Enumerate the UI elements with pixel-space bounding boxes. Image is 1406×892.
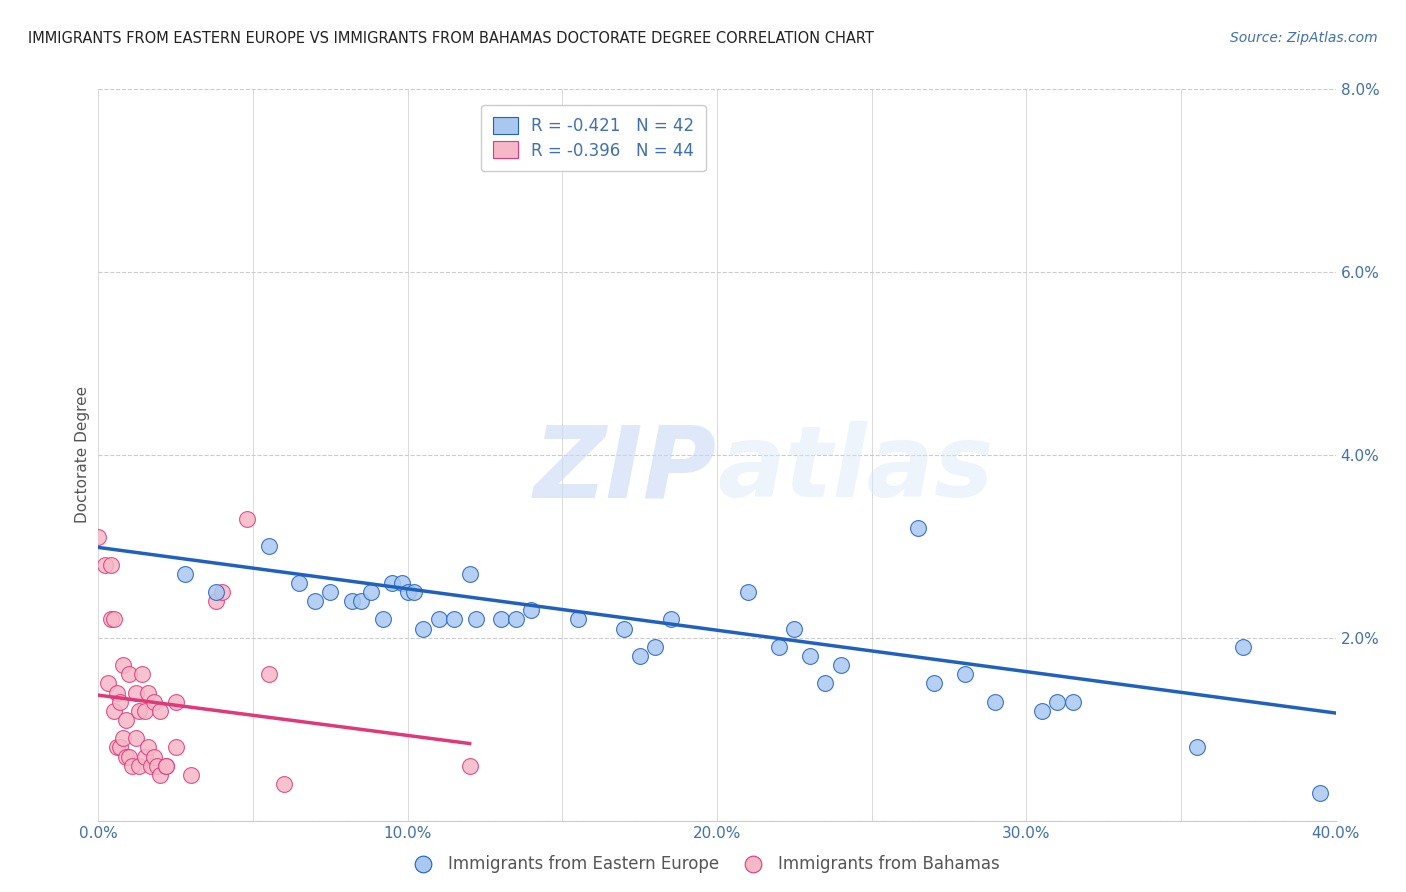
Point bbox=[128, 704, 150, 718]
Point bbox=[360, 585, 382, 599]
Point bbox=[97, 676, 120, 690]
Point bbox=[1185, 740, 1208, 755]
Point bbox=[520, 603, 543, 617]
Point bbox=[105, 685, 128, 699]
Point bbox=[105, 740, 128, 755]
Point bbox=[205, 594, 228, 608]
Point bbox=[319, 585, 342, 599]
Point bbox=[136, 740, 159, 755]
Point bbox=[1062, 695, 1084, 709]
Point bbox=[984, 695, 1007, 709]
Point bbox=[128, 758, 150, 772]
Text: ZIP: ZIP bbox=[534, 421, 717, 518]
Point bbox=[830, 658, 852, 673]
Point bbox=[1046, 695, 1069, 709]
Point bbox=[1309, 786, 1331, 800]
Point bbox=[205, 585, 228, 599]
Point bbox=[505, 613, 527, 627]
Point bbox=[340, 594, 363, 608]
Point bbox=[907, 521, 929, 535]
Point bbox=[149, 768, 172, 782]
Point bbox=[628, 649, 651, 664]
Point bbox=[93, 558, 115, 572]
Point bbox=[165, 740, 187, 755]
Point bbox=[427, 613, 450, 627]
Point bbox=[143, 749, 166, 764]
Point bbox=[180, 768, 202, 782]
Point bbox=[1031, 704, 1053, 718]
Point bbox=[115, 749, 138, 764]
Point bbox=[257, 667, 280, 681]
Point bbox=[613, 622, 636, 636]
Point bbox=[257, 539, 280, 553]
Point bbox=[288, 576, 311, 591]
Y-axis label: Doctorate Degree: Doctorate Degree bbox=[75, 386, 90, 524]
Point bbox=[922, 676, 945, 690]
Point bbox=[143, 695, 166, 709]
Point bbox=[149, 704, 172, 718]
Point bbox=[659, 136, 682, 151]
Point bbox=[381, 576, 404, 591]
Point bbox=[134, 704, 156, 718]
Point bbox=[124, 685, 146, 699]
Point bbox=[103, 613, 125, 627]
Point bbox=[139, 758, 162, 772]
Point bbox=[124, 731, 146, 746]
Point bbox=[165, 695, 187, 709]
Point bbox=[814, 676, 837, 690]
Point bbox=[412, 622, 434, 636]
Point bbox=[146, 758, 169, 772]
Point bbox=[121, 758, 143, 772]
Point bbox=[1232, 640, 1254, 654]
Legend: Immigrants from Eastern Europe, Immigrants from Bahamas: Immigrants from Eastern Europe, Immigran… bbox=[399, 848, 1007, 880]
Text: Source: ZipAtlas.com: Source: ZipAtlas.com bbox=[1230, 31, 1378, 45]
Text: atlas: atlas bbox=[717, 421, 994, 518]
Point bbox=[443, 613, 465, 627]
Point bbox=[768, 640, 790, 654]
Point bbox=[174, 566, 197, 581]
Point bbox=[464, 613, 486, 627]
Point bbox=[644, 640, 666, 654]
Point bbox=[458, 758, 481, 772]
Point bbox=[350, 594, 373, 608]
Point bbox=[118, 667, 141, 681]
Legend: R = -0.421   N = 42, R = -0.396   N = 44: R = -0.421 N = 42, R = -0.396 N = 44 bbox=[481, 105, 706, 171]
Point bbox=[396, 585, 419, 599]
Point bbox=[783, 622, 806, 636]
Point bbox=[112, 731, 135, 746]
Point bbox=[737, 585, 759, 599]
Point bbox=[273, 777, 295, 791]
Point bbox=[953, 667, 976, 681]
Point bbox=[134, 749, 156, 764]
Point bbox=[304, 594, 326, 608]
Text: IMMIGRANTS FROM EASTERN EUROPE VS IMMIGRANTS FROM BAHAMAS DOCTORATE DEGREE CORRE: IMMIGRANTS FROM EASTERN EUROPE VS IMMIGR… bbox=[28, 31, 875, 46]
Point bbox=[103, 704, 125, 718]
Point bbox=[489, 613, 512, 627]
Point bbox=[100, 613, 122, 627]
Point bbox=[108, 695, 131, 709]
Point bbox=[799, 649, 821, 664]
Point bbox=[155, 758, 177, 772]
Point bbox=[131, 667, 153, 681]
Point bbox=[402, 585, 425, 599]
Point bbox=[211, 585, 233, 599]
Point bbox=[108, 740, 131, 755]
Point bbox=[87, 530, 110, 544]
Point bbox=[100, 558, 122, 572]
Point bbox=[155, 758, 177, 772]
Point bbox=[567, 613, 589, 627]
Point bbox=[136, 685, 159, 699]
Point bbox=[118, 749, 141, 764]
Point bbox=[236, 512, 259, 526]
Point bbox=[458, 566, 481, 581]
Point bbox=[112, 658, 135, 673]
Point bbox=[371, 613, 394, 627]
Point bbox=[391, 576, 413, 591]
Point bbox=[659, 613, 682, 627]
Point bbox=[115, 713, 138, 727]
